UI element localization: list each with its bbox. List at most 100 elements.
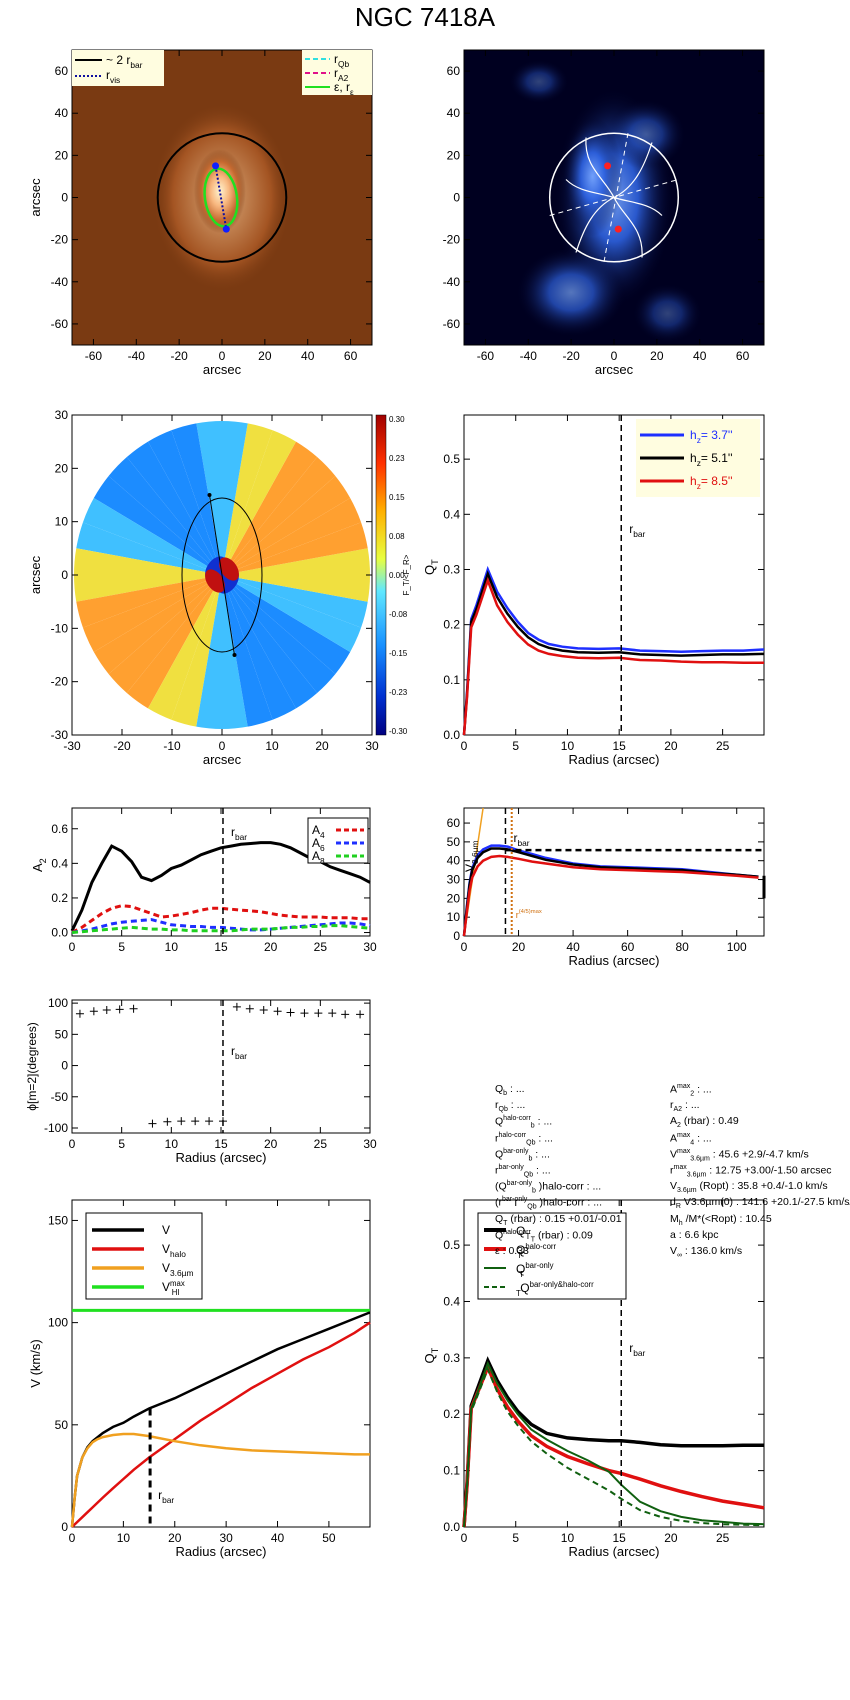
series-line (462, 570, 765, 736)
parameter-label: Q (495, 1115, 504, 1128)
y-tick-label: 0.0 (443, 1520, 460, 1534)
y-tick-label: 100 (48, 996, 68, 1010)
legend-box (477, 1212, 627, 1300)
parameter-label: A (670, 1083, 678, 1096)
colorbar-tick-label: -0.08 (389, 610, 408, 619)
legend-label: A6 (312, 836, 325, 853)
series-line (71, 918, 371, 934)
x-tick-label: -30 (63, 739, 81, 753)
phase-point (232, 1002, 241, 1011)
x-tick-label: 30 (365, 739, 379, 753)
parameter-value: V3.6µm(0) : 141.6 +20.1/-27.5 km/s/kpc (680, 1196, 850, 1209)
parameter-label: V (670, 1180, 678, 1193)
parameter-value: )halo-corr : ... (535, 1180, 602, 1193)
force-map-layer (74, 421, 370, 729)
legend-label: hz= 5.1'' (690, 451, 732, 468)
series-line (462, 1356, 764, 1528)
series-line (462, 854, 759, 937)
force-sector (196, 575, 222, 729)
series-line (463, 1366, 765, 1528)
parameter-row: QT (rbar) : 0.15 +0.01/-0.01 (495, 1213, 670, 1229)
rbar-label: rbar (513, 831, 529, 848)
y-tick-label: -60 (443, 317, 461, 331)
y-tick-label: 40 (447, 854, 461, 868)
x-tick-label: 0 (69, 1137, 76, 1151)
x-tick-label: 0 (461, 940, 468, 954)
parameter-label: r (495, 1164, 499, 1177)
parameter-row: V3.6µm (Ropt) : 35.8 +0.4/-1.0 km/s (670, 1180, 840, 1196)
plot-frame (463, 1199, 765, 1528)
parameter-label: r (670, 1099, 674, 1112)
x-axis-label: arcsec (595, 362, 634, 377)
parameter-sub: Qb (498, 1106, 508, 1114)
parameter-row: Qb : ... (495, 1083, 670, 1099)
parameter-sub: Qb (526, 1139, 536, 1147)
x-tick-label: 60 (621, 940, 635, 954)
parameter-row: Amax2 : ... (670, 1083, 840, 1099)
y-axis-label: arcsec (28, 178, 43, 217)
x-axis-label: arcsec (203, 752, 242, 767)
y-tick-label: 0.4 (51, 856, 68, 870)
x-axis-label: arcsec (203, 362, 242, 377)
colorbar-tick-label: 0.15 (389, 493, 405, 502)
plot-frame (463, 807, 765, 937)
x-tick-label: 20 (650, 349, 664, 363)
parameter-sub: T (530, 1236, 536, 1244)
phase-point (245, 1004, 254, 1013)
parameter-row: A2 (rbar) : 0.49 (670, 1115, 840, 1131)
x-axis-label: Radius (arcsec) (175, 1544, 266, 1559)
force-sector (222, 441, 318, 575)
force-sector (222, 548, 370, 575)
y-tick-label: 0 (61, 191, 68, 205)
phase-point (314, 1009, 323, 1018)
x-tick-label: 100 (727, 940, 747, 954)
parameter-column-right: Amax2 : ... rA2 : ... A2 (rbar) : 0.49 Amax… (670, 1083, 850, 1261)
legend-box-left (72, 50, 164, 86)
x-tick-label: 20 (264, 940, 278, 954)
parameter-sup: bar-only (506, 1180, 532, 1188)
parameter-row: Qhalo-corrb : ... (495, 1115, 670, 1131)
parameter-column-left: Qb : ... rQb : ... Qhalo-corrb : ... rhalo-… (495, 1083, 670, 1261)
parameter-label: r (495, 1099, 499, 1112)
parameter-sub: 3.6µm (677, 1187, 697, 1195)
parameter-label: M (670, 1212, 679, 1225)
y-tick-label: 10 (447, 910, 461, 924)
y-tick-label: 100 (48, 1316, 68, 1330)
parameter-sub: 2 (677, 1122, 681, 1130)
x-tick-label: 5 (118, 940, 125, 954)
y-tick-label: 0 (61, 568, 68, 582)
parameter-sup: bar-only (498, 1163, 524, 1171)
y-tick-label: -30 (51, 728, 69, 742)
force-sector (222, 423, 273, 575)
legend-label: rvis (106, 68, 120, 85)
y-tick-label: -40 (51, 275, 69, 289)
y-tick-label: 0.2 (51, 891, 68, 905)
legend-label: V3.6µm (162, 1261, 193, 1278)
force-sector (171, 423, 222, 575)
x-tick-label: 80 (676, 940, 690, 954)
parameter-value: /M*(<Ropt) : 10.45 (682, 1212, 772, 1225)
parameter-row: rbar-onlyQb : ... (495, 1164, 670, 1180)
y-tick-label: 30 (55, 408, 69, 422)
legend-label: hz= 3.7'' (690, 428, 732, 445)
phase-point (89, 1007, 98, 1016)
parameter-sub: 4 (690, 1139, 695, 1147)
colorbar-tick-label: 0.00 (389, 571, 405, 580)
y-tick-label: 0.2 (443, 618, 460, 632)
series-line (462, 565, 765, 736)
ratio-image-layer (464, 50, 764, 345)
parameter-sup: max (677, 1131, 691, 1139)
parameter-label: (r (495, 1196, 502, 1209)
x-tick-label: 30 (363, 940, 377, 954)
parameter-row: Vmax3.6µm : 45.6 +2.9/-4.7 km/s (670, 1148, 840, 1164)
x-tick-label: 0 (219, 739, 226, 753)
force-sector (76, 575, 223, 628)
x-tick-label: 30 (219, 1531, 233, 1545)
x-tick-label: 40 (301, 349, 315, 363)
colorbar (375, 414, 387, 736)
parameter-sub: h (678, 1219, 683, 1227)
y-tick-label: 0.3 (443, 1351, 460, 1365)
series-line (71, 1321, 371, 1528)
x-tick-label: 20 (264, 1137, 278, 1151)
